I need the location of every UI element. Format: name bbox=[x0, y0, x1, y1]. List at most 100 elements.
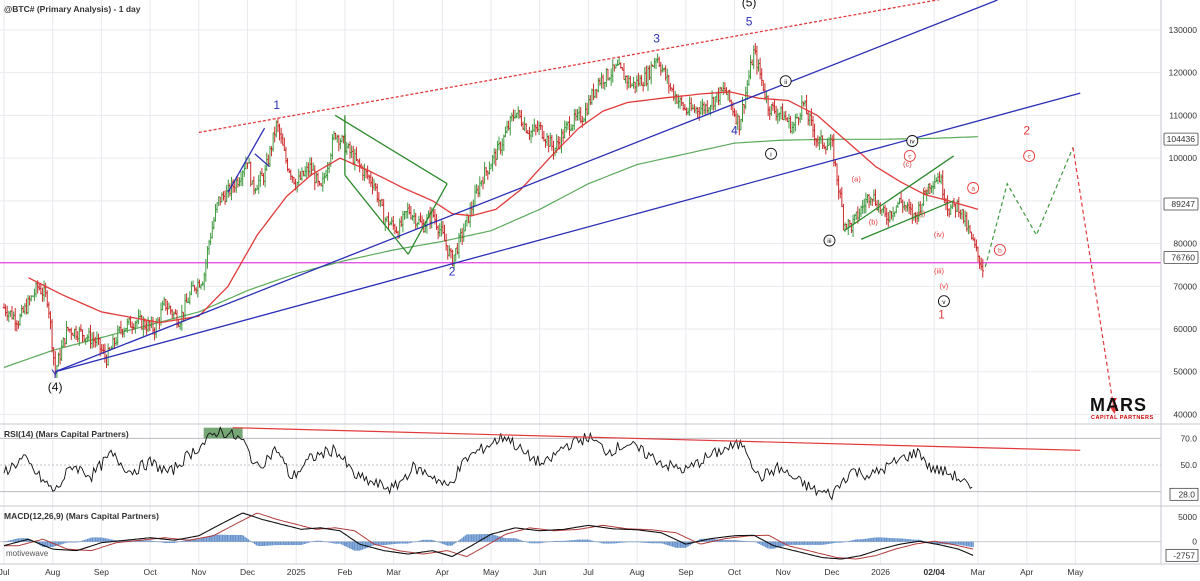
macd-hist-bar bbox=[48, 541, 50, 548]
macd-hist-bar bbox=[181, 540, 184, 542]
macd-hist-bar bbox=[327, 541, 330, 543]
macd-hist-bar bbox=[633, 541, 635, 543]
macd-hist-bar bbox=[186, 539, 188, 542]
macd-hist-bar bbox=[96, 537, 98, 542]
macd-hist-bar bbox=[218, 534, 221, 542]
macd-hist-bar bbox=[864, 538, 867, 542]
macd-hist-bar bbox=[522, 540, 524, 542]
rsi-marker-box bbox=[1169, 487, 1199, 501]
macd-hist-bar bbox=[787, 541, 789, 545]
macd-hist-bar bbox=[112, 539, 114, 542]
wave-label: (v) bbox=[940, 281, 949, 290]
macd-hist-bar bbox=[776, 541, 778, 548]
macd-hist-bar bbox=[657, 541, 659, 544]
macd-hist-bar bbox=[580, 539, 582, 542]
circled-label-ring bbox=[765, 147, 777, 160]
macd-hist-bar bbox=[348, 541, 351, 549]
macd-hist-bar bbox=[679, 541, 682, 548]
macd-hist-bar bbox=[6, 540, 8, 542]
macd-hist-bar bbox=[361, 541, 364, 550]
macd-hist-bar bbox=[798, 541, 801, 545]
macd-hist-bar bbox=[453, 541, 455, 545]
macd-hist-bar bbox=[77, 541, 79, 543]
wave-label: (iii) bbox=[934, 266, 944, 275]
macd-hist-bar bbox=[369, 541, 372, 547]
macd-hist-bar bbox=[337, 541, 339, 544]
macd-hist-bar bbox=[739, 540, 741, 542]
macd-hist-bar bbox=[210, 535, 213, 542]
macd-hist-bar bbox=[723, 540, 725, 542]
macd-hist-bar bbox=[842, 541, 844, 543]
wave-label: (b) bbox=[869, 217, 879, 226]
macd-hist-bar bbox=[609, 541, 611, 544]
macd-hist-bar bbox=[474, 534, 476, 542]
macd-hist-bar bbox=[67, 541, 69, 543]
time-tick-label: Feb bbox=[338, 567, 353, 577]
macd-hist-bar bbox=[802, 541, 804, 545]
macd-hist-bar bbox=[318, 540, 320, 542]
macd-hist-bar bbox=[732, 540, 735, 542]
macd-hist-bar bbox=[511, 538, 513, 542]
macd-hist-bar bbox=[245, 538, 248, 542]
macd-hist-bar bbox=[147, 540, 150, 542]
macd-hist-bar bbox=[305, 541, 307, 544]
macd-hist-bar bbox=[900, 538, 902, 542]
macd-hist-bar bbox=[8, 540, 10, 542]
macd-hist-bar bbox=[763, 541, 765, 547]
macd-hist-bar bbox=[204, 537, 206, 542]
macd-hist-bar bbox=[720, 539, 722, 542]
macd-hist-bar bbox=[456, 541, 458, 543]
logo-subtitle: CAPITAL PARTNERS bbox=[1091, 415, 1154, 421]
macd-hist-bar bbox=[636, 541, 638, 543]
macd-hist-bar bbox=[294, 541, 296, 546]
macd-hist-bar bbox=[663, 541, 666, 545]
time-tick-label: 2025 bbox=[287, 567, 306, 577]
macd-hist-bar bbox=[125, 540, 127, 542]
trendline bbox=[54, 0, 998, 373]
macd-hist-bar bbox=[72, 541, 74, 543]
macd-hist-bar bbox=[573, 539, 576, 542]
macd-hist-bar bbox=[191, 539, 193, 542]
macd-hist-bar bbox=[382, 541, 384, 546]
macd-hist-bar bbox=[514, 538, 516, 542]
macd-hist-bar bbox=[260, 541, 262, 547]
macd-hist-bar bbox=[451, 541, 454, 546]
macd-hist-bar bbox=[419, 540, 421, 542]
macd-hist-bar bbox=[427, 539, 429, 542]
macd-hist-bar bbox=[154, 541, 156, 542]
macd-hist-bar bbox=[323, 541, 325, 542]
macd-hist-bar bbox=[750, 541, 753, 542]
logo-triangle-icon bbox=[1110, 398, 1117, 404]
macd-hist-bar bbox=[708, 538, 711, 542]
macd-hist-bar bbox=[503, 537, 505, 542]
macd-hist-bar bbox=[906, 539, 908, 542]
macd-hist-bar bbox=[421, 540, 423, 542]
macd-hist-bar bbox=[755, 541, 757, 543]
macd-hist-bar bbox=[729, 540, 732, 542]
macd-hist-bar bbox=[413, 541, 415, 543]
macd-hist-bar bbox=[205, 536, 208, 542]
circled-label-ring bbox=[823, 234, 836, 247]
wave-label: 1 bbox=[938, 307, 945, 321]
macd-tick-label: 0 bbox=[1192, 537, 1197, 547]
macd-hist-bar bbox=[530, 541, 532, 544]
macd-hist-bar bbox=[20, 538, 23, 542]
macd-hist-bar bbox=[266, 541, 269, 546]
macd-hist-bar bbox=[335, 541, 338, 544]
macd-hist-bar bbox=[446, 541, 449, 546]
macd-hist-bar bbox=[658, 541, 661, 544]
time-tick-label: 2026 bbox=[871, 567, 890, 577]
macd-hist-bar bbox=[146, 540, 148, 542]
macd-hist-bar bbox=[556, 540, 558, 542]
macd-hist-bar bbox=[972, 541, 974, 548]
macd-hist-bar bbox=[654, 541, 656, 544]
macd-hist-bar bbox=[57, 541, 60, 546]
macd-hist-bar bbox=[51, 541, 53, 548]
macd-hist-bar bbox=[948, 541, 950, 545]
macd-hist-bar bbox=[808, 541, 810, 545]
macd-hist-bar bbox=[851, 540, 854, 542]
macd-hist-bar bbox=[567, 540, 569, 542]
macd-hist-bar bbox=[837, 541, 839, 543]
wave-label: (ii) bbox=[923, 185, 932, 194]
macd-hist-bar bbox=[155, 541, 158, 543]
